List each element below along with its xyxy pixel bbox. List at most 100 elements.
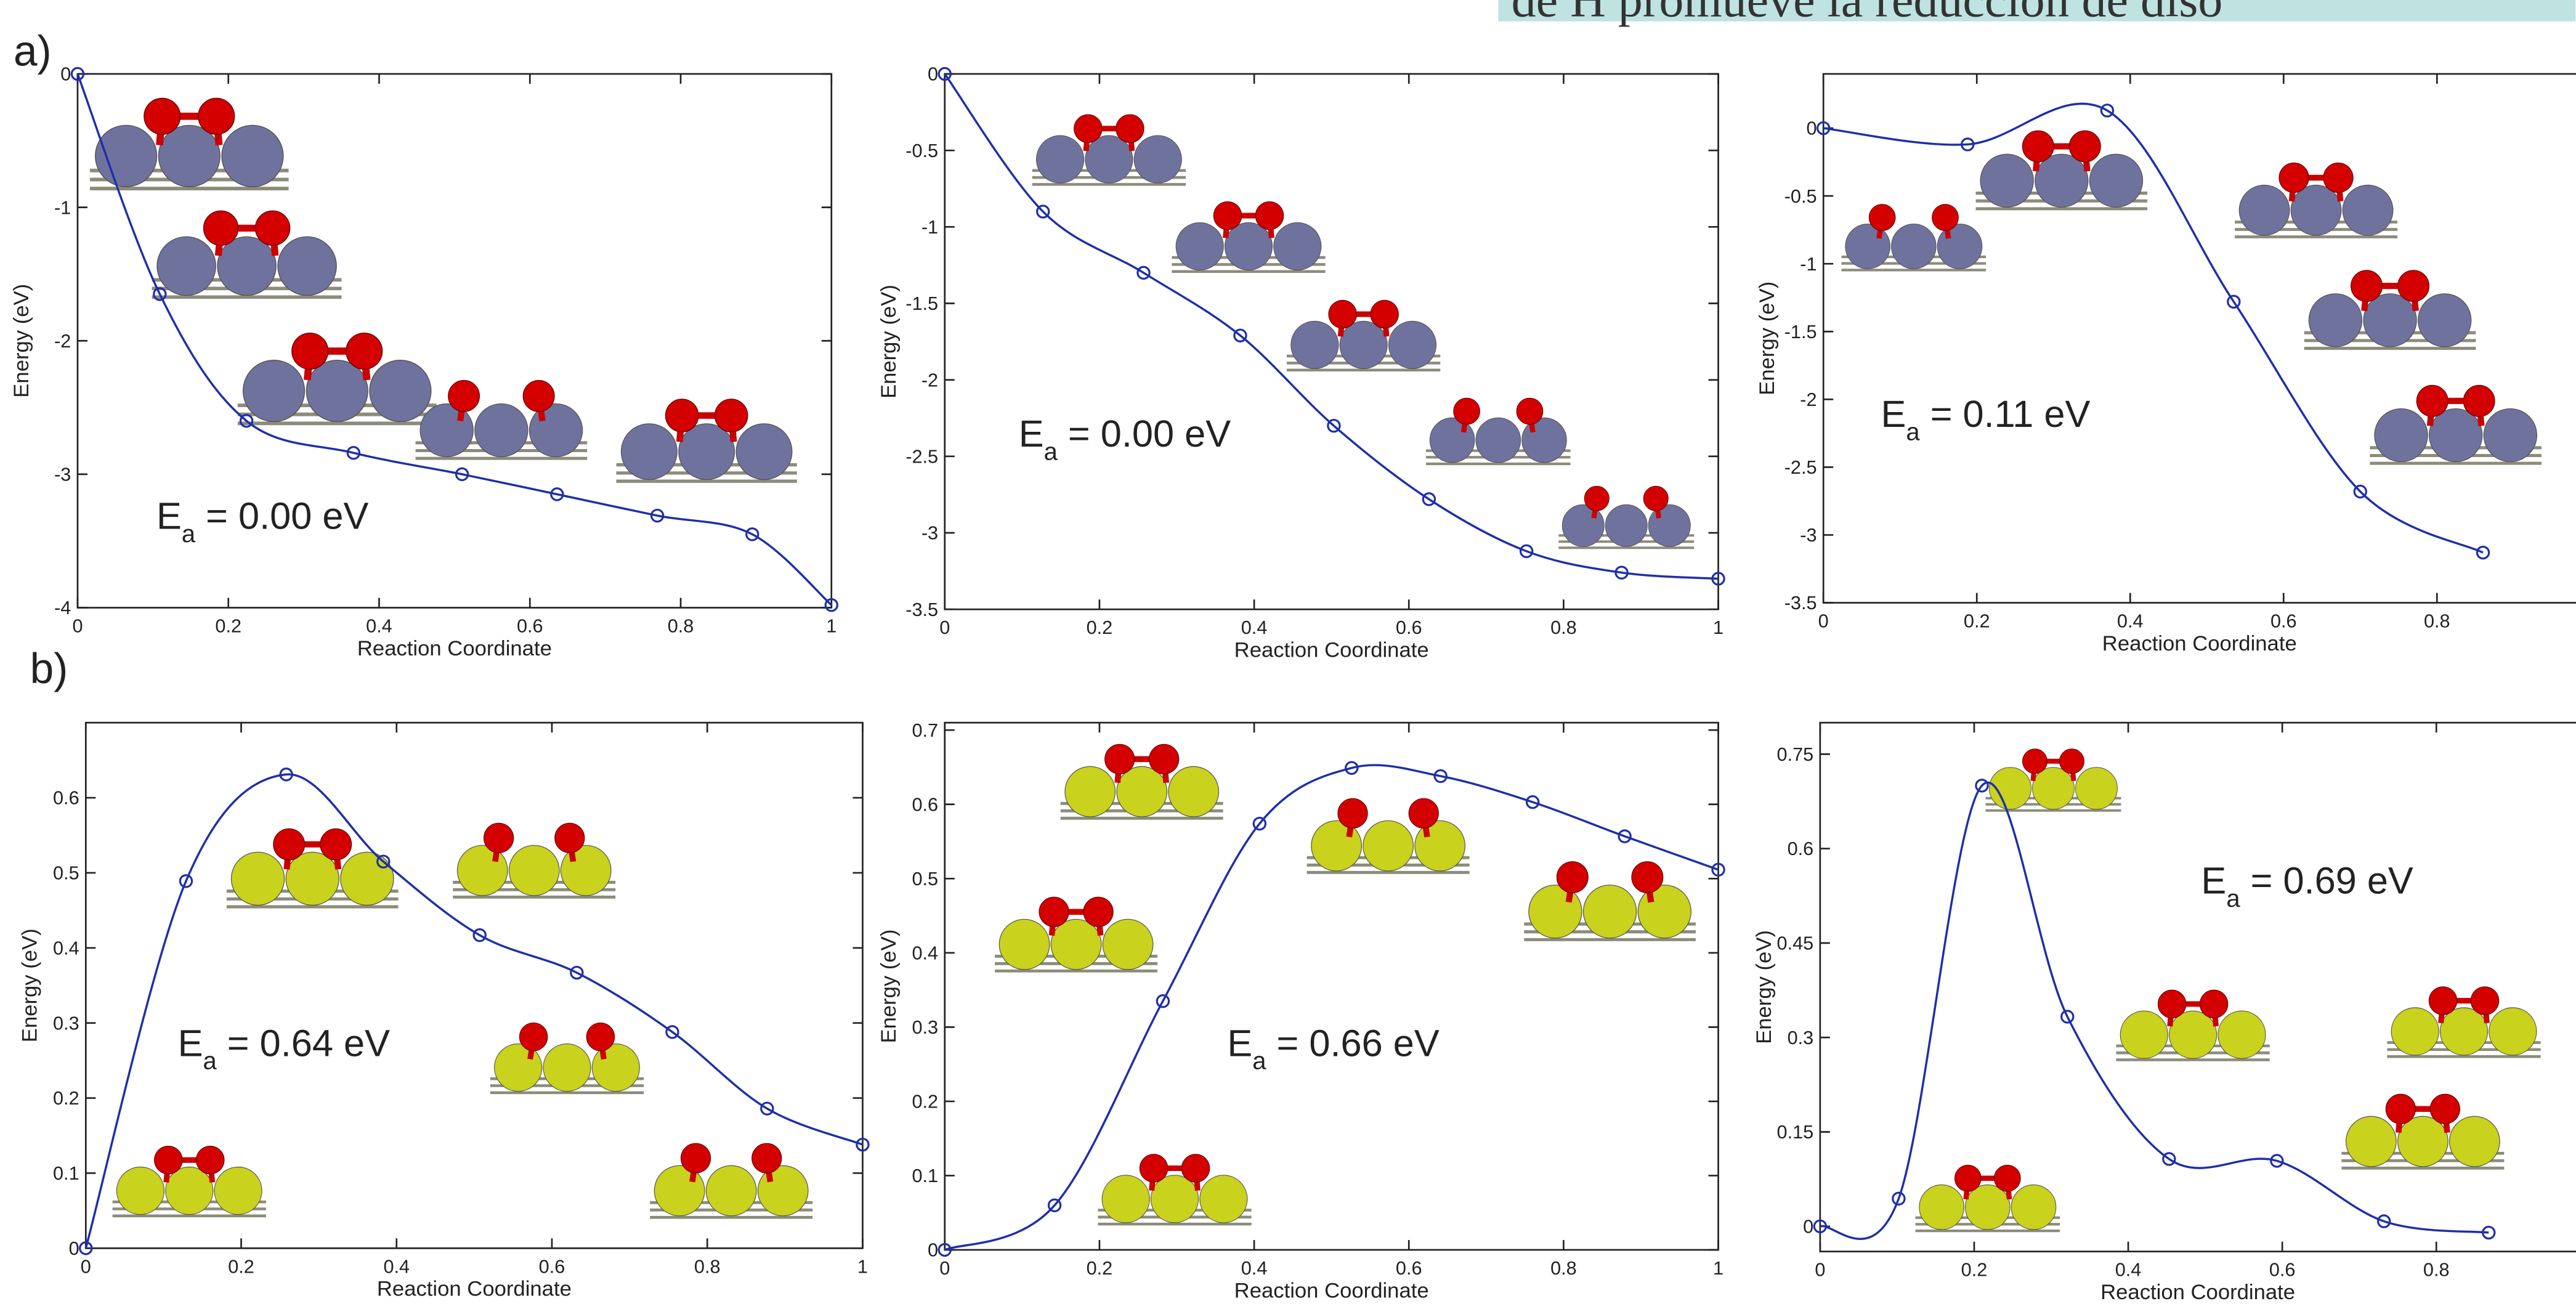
y-tick-label: 0.5 bbox=[912, 869, 938, 890]
oxygen-atom bbox=[144, 97, 181, 135]
y-axis-label: Energy (eV) bbox=[1756, 282, 1779, 395]
oxygen-atom bbox=[320, 828, 352, 861]
image-point bbox=[79, 1241, 93, 1255]
y-axis-label: Energy (eV) bbox=[18, 928, 41, 1042]
oxygen-atom bbox=[714, 399, 748, 432]
y-tick-label: 0.1 bbox=[912, 1165, 938, 1186]
metal-atom bbox=[285, 851, 339, 906]
x-tick-label: 0.8 bbox=[668, 616, 694, 637]
image-point bbox=[2060, 1010, 2075, 1024]
metal-atom bbox=[1064, 766, 1116, 817]
metal-atom bbox=[998, 918, 1050, 970]
oxygen-atom bbox=[1083, 896, 1114, 927]
metal-atom bbox=[1199, 1175, 1248, 1223]
x-tick-label: 0.6 bbox=[517, 616, 543, 637]
oxygen-atom bbox=[1255, 201, 1284, 230]
plot-frame bbox=[1819, 721, 2576, 1253]
y-tick-label: 0.3 bbox=[1788, 1027, 1814, 1048]
image-point bbox=[650, 508, 665, 523]
molecule-illustration bbox=[1032, 114, 1186, 186]
x-tick-label: 0 bbox=[939, 617, 950, 638]
image-point bbox=[824, 598, 838, 612]
oxygen-atom bbox=[154, 1145, 183, 1175]
metal-atom bbox=[2290, 184, 2342, 236]
metal-atom bbox=[156, 236, 216, 296]
metal-atom bbox=[1891, 224, 1937, 269]
x-tick-label: 0.2 bbox=[1964, 611, 1990, 632]
metal-atom bbox=[2363, 293, 2417, 347]
molecule-illustration bbox=[237, 332, 437, 426]
panel-label: a) bbox=[14, 27, 52, 75]
x-axis-label: Reaction Coordinate bbox=[2100, 1281, 2295, 1304]
subscript: a bbox=[1252, 1048, 1266, 1075]
value-text: = 0.69 eV bbox=[2240, 859, 2413, 901]
metal-atom bbox=[1388, 320, 1437, 370]
x-tick-label: 0.4 bbox=[2115, 1260, 2142, 1281]
image-point bbox=[179, 874, 193, 888]
y-tick-label: 0.3 bbox=[53, 1013, 79, 1034]
activation-energy: Ea = 0.00 eV bbox=[1019, 412, 1231, 465]
image-point bbox=[2476, 545, 2490, 560]
oxygen-atom bbox=[196, 1145, 225, 1175]
y-axis-label: Energy (eV) bbox=[1752, 930, 1776, 1044]
metal-atom bbox=[158, 124, 221, 187]
molecule-illustration bbox=[1524, 861, 1696, 941]
molecule-illustration bbox=[226, 828, 399, 909]
oxygen-atom bbox=[198, 97, 235, 135]
x-tick-label: 0.6 bbox=[1396, 617, 1422, 638]
y-tick-label: 0 bbox=[928, 1240, 938, 1261]
metal-atom bbox=[1224, 222, 1273, 271]
y-tick-label: 0.2 bbox=[53, 1088, 79, 1109]
image-point bbox=[1233, 328, 1247, 342]
metal-atom bbox=[1116, 766, 1168, 817]
metal-atom bbox=[2439, 1007, 2489, 1056]
image-point bbox=[760, 1101, 774, 1116]
x-tick-label: 0.8 bbox=[694, 1256, 721, 1277]
x-tick-label: 1 bbox=[857, 1256, 868, 1277]
x-tick-label: 0.8 bbox=[1550, 1258, 1577, 1279]
metal-atom bbox=[2483, 408, 2538, 463]
oxygen-atom bbox=[554, 822, 585, 853]
oxygen-atom bbox=[2385, 1093, 2416, 1124]
y-tick-label: -1 bbox=[54, 197, 71, 218]
metal-atom bbox=[1102, 918, 1154, 970]
oxygen-atom bbox=[665, 399, 699, 432]
image-point bbox=[745, 527, 759, 541]
y-axis-label: Energy (eV) bbox=[10, 284, 33, 398]
molecule-illustration bbox=[2304, 270, 2476, 351]
metal-atom bbox=[2342, 184, 2394, 236]
oxygen-atom bbox=[1516, 397, 1544, 425]
oxygen-atom bbox=[1408, 798, 1439, 829]
molecule-illustration bbox=[2235, 162, 2398, 238]
y-tick-label: -2 bbox=[1800, 389, 1817, 410]
metal-atom bbox=[230, 851, 285, 906]
oxygen-atom bbox=[2351, 270, 2383, 302]
oxygen-atom bbox=[1116, 114, 1144, 143]
plot-frame bbox=[944, 721, 1719, 1251]
y-tick-label: 0.1 bbox=[53, 1163, 79, 1184]
x-tick-label: 0.6 bbox=[2270, 611, 2297, 632]
molecule-illustration bbox=[2116, 989, 2270, 1061]
metal-atom bbox=[1273, 222, 1322, 271]
molecule-illustration bbox=[1915, 1164, 2060, 1233]
metal-atom bbox=[1101, 1175, 1150, 1223]
energy-curve bbox=[1820, 781, 2489, 1240]
oxygen-atom bbox=[448, 379, 480, 412]
image-point bbox=[665, 1025, 679, 1039]
metal-atom bbox=[1988, 767, 2031, 810]
metal-atom bbox=[1175, 222, 1224, 271]
image-point bbox=[279, 768, 293, 782]
metal-atom bbox=[1050, 918, 1102, 970]
image-point bbox=[856, 1137, 870, 1152]
metal-atom bbox=[2308, 293, 2363, 347]
image-point bbox=[376, 854, 391, 869]
metal-atom bbox=[2035, 153, 2089, 208]
oxygen-atom bbox=[2059, 748, 2084, 774]
molecule-illustration bbox=[1098, 1154, 1252, 1226]
image-point bbox=[938, 1242, 952, 1257]
oxygen-atom bbox=[2323, 162, 2354, 193]
x-axis-label: Reaction Coordinate bbox=[1234, 1279, 1429, 1302]
y-tick-label: -1 bbox=[921, 217, 938, 238]
metal-atom bbox=[165, 1166, 214, 1215]
